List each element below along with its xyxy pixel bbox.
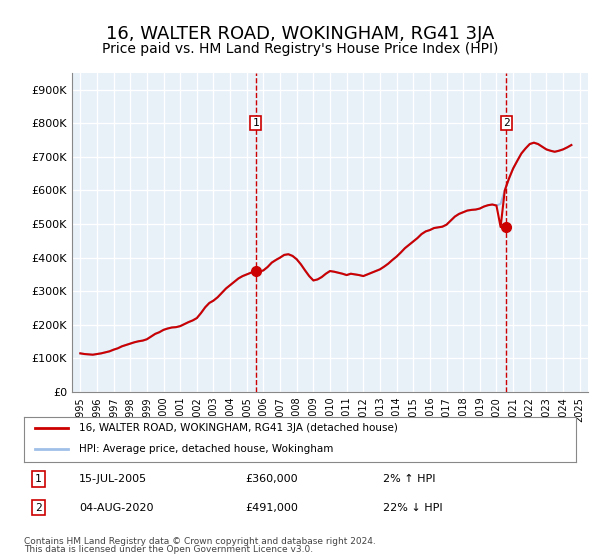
Text: 2: 2 <box>35 502 42 512</box>
Text: 16, WALTER ROAD, WOKINGHAM, RG41 3JA (detached house): 16, WALTER ROAD, WOKINGHAM, RG41 3JA (de… <box>79 423 398 433</box>
Text: 2% ↑ HPI: 2% ↑ HPI <box>383 474 436 484</box>
Text: 2: 2 <box>503 118 509 128</box>
Text: Price paid vs. HM Land Registry's House Price Index (HPI): Price paid vs. HM Land Registry's House … <box>102 42 498 56</box>
Text: 15-JUL-2005: 15-JUL-2005 <box>79 474 148 484</box>
Text: £360,000: £360,000 <box>245 474 298 484</box>
Text: £491,000: £491,000 <box>245 502 298 512</box>
Text: Contains HM Land Registry data © Crown copyright and database right 2024.: Contains HM Land Registry data © Crown c… <box>24 537 376 546</box>
Text: 04-AUG-2020: 04-AUG-2020 <box>79 502 154 512</box>
Text: 1: 1 <box>35 474 42 484</box>
Text: 16, WALTER ROAD, WOKINGHAM, RG41 3JA: 16, WALTER ROAD, WOKINGHAM, RG41 3JA <box>106 25 494 43</box>
Text: 1: 1 <box>253 118 259 128</box>
Text: HPI: Average price, detached house, Wokingham: HPI: Average price, detached house, Woki… <box>79 445 334 455</box>
Text: This data is licensed under the Open Government Licence v3.0.: This data is licensed under the Open Gov… <box>24 545 313 554</box>
Text: 22% ↓ HPI: 22% ↓ HPI <box>383 502 442 512</box>
